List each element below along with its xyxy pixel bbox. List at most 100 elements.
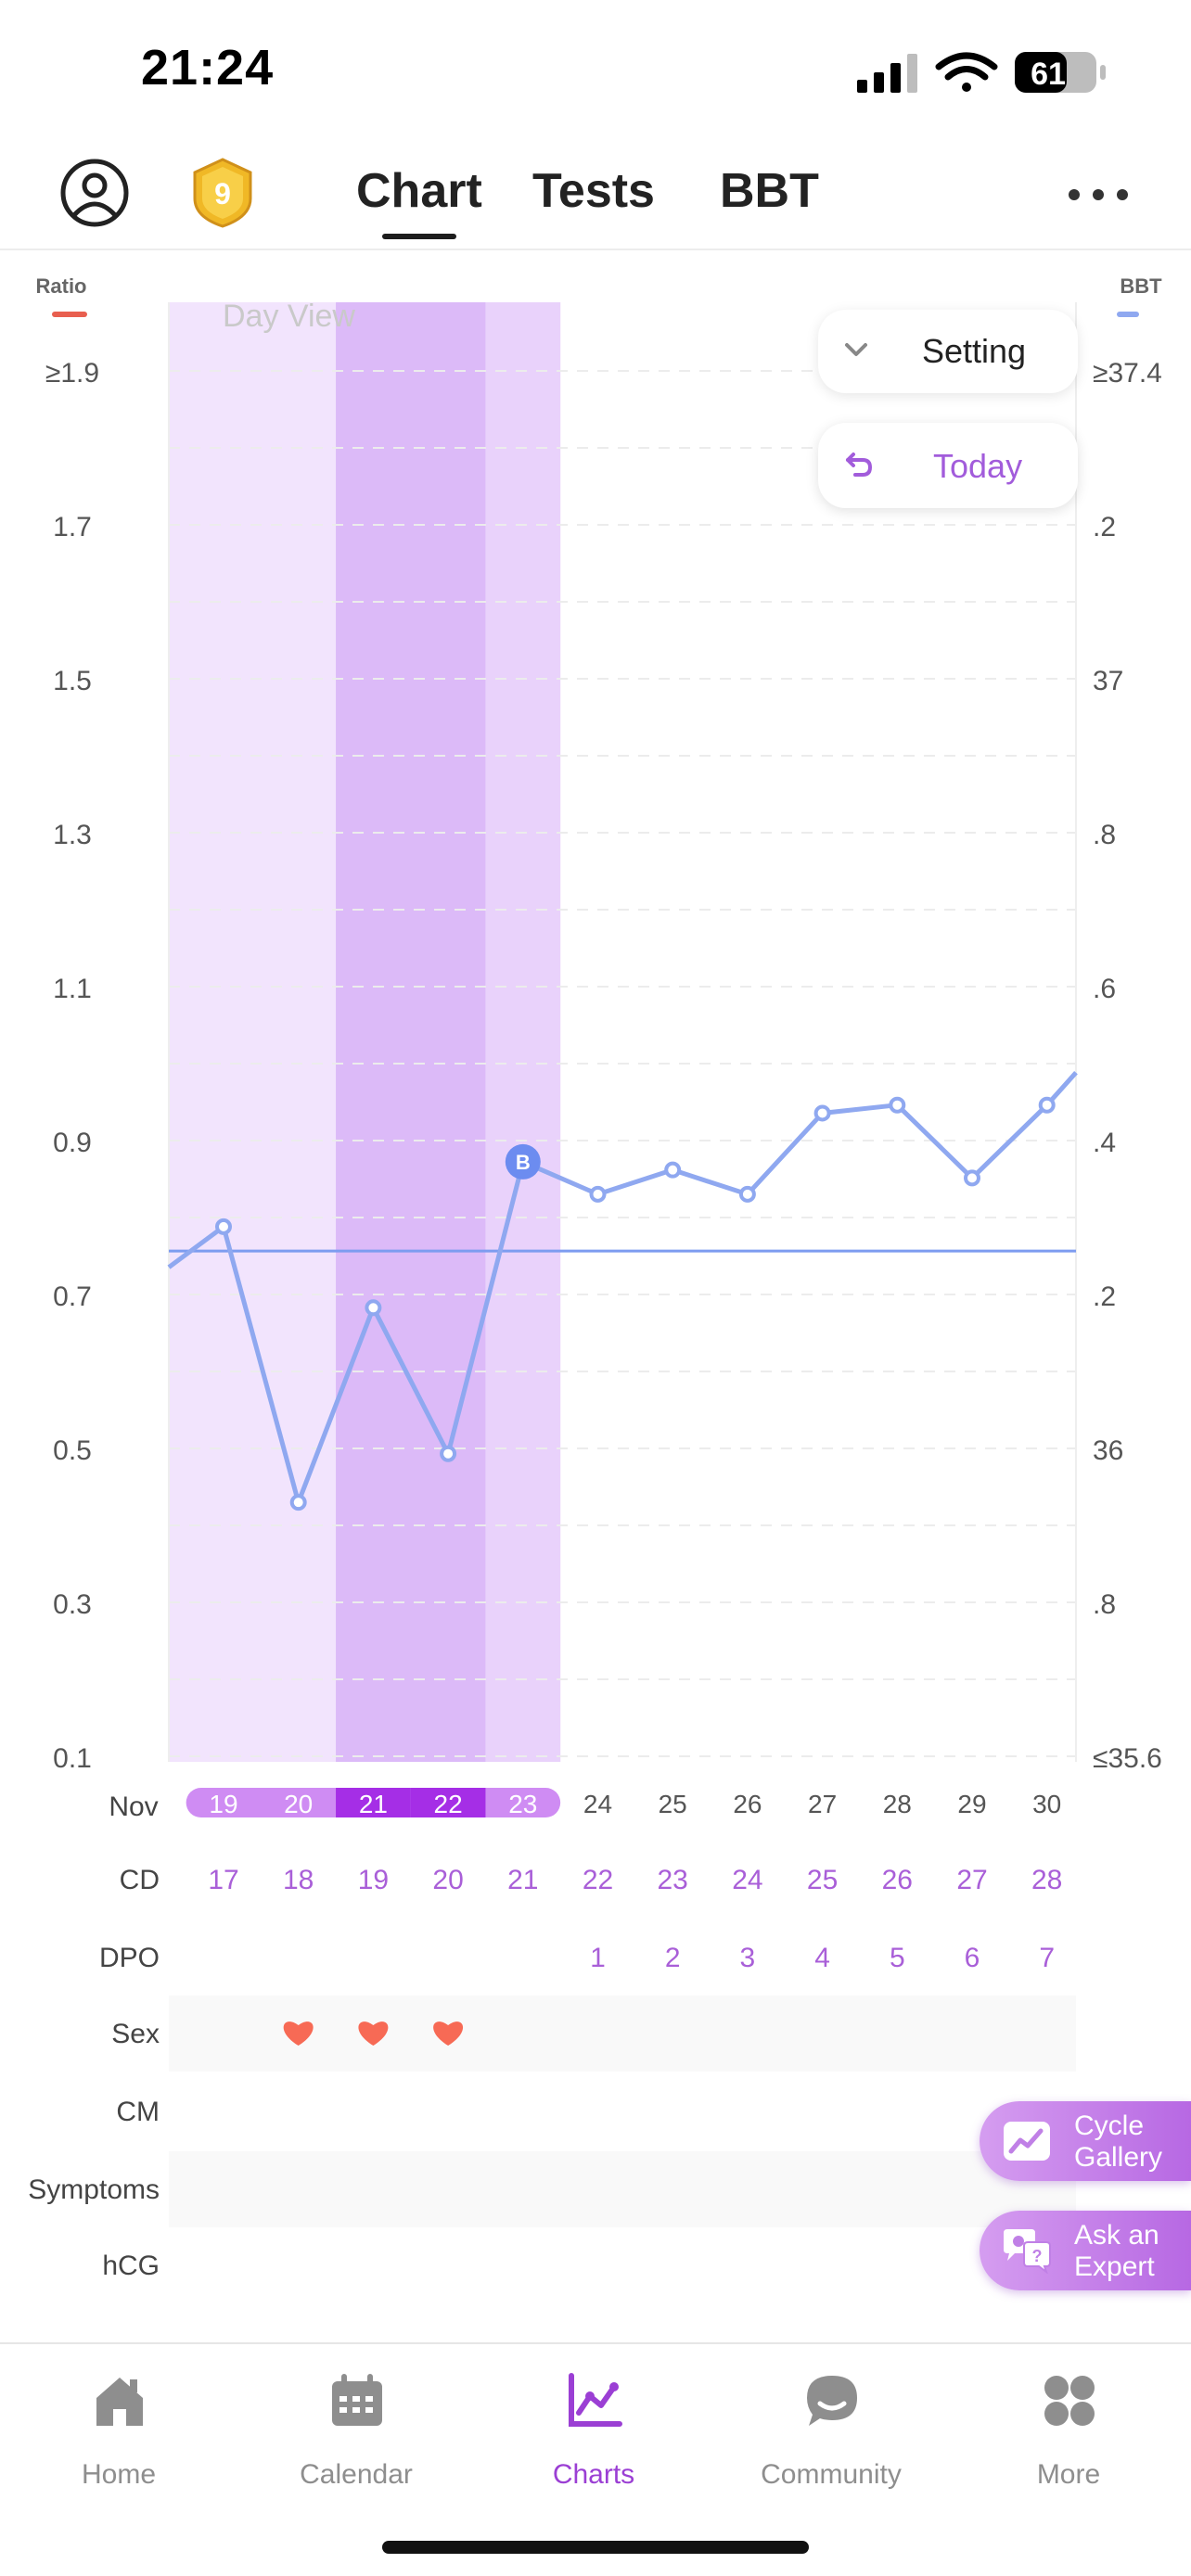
bbt-line [167, 1071, 1078, 1505]
return-arrow-icon [846, 453, 873, 477]
heart-icon[interactable] [283, 2021, 314, 2046]
tab-bar-calendar[interactable]: Calendar [237, 2344, 475, 2530]
day-view-label: Day View [223, 299, 355, 334]
bbt-point[interactable] [889, 1096, 906, 1114]
tab-bar-home-label: Home [81, 2459, 157, 2490]
bbt-point[interactable] [365, 1299, 382, 1317]
tab-bar-calendar-label: Calendar [300, 2459, 413, 2490]
left-tick-label: 1.1 [53, 974, 92, 1004]
tab-bar-home[interactable]: Home [0, 2344, 237, 2530]
dpo-value: 3 [740, 1943, 756, 1973]
left-tick-label: 1.5 [53, 666, 92, 696]
bottom-tab-bar: Home Calendar Charts Community [0, 2342, 1191, 2576]
level-badge-icon[interactable]: 9 [189, 156, 256, 230]
right-tick-label: .2 [1093, 1282, 1116, 1312]
right-tick-label: 37 [1093, 666, 1123, 696]
right-axis-title: BBT [1120, 274, 1162, 298]
tab-chart[interactable]: Chart [356, 164, 482, 239]
cycle-gallery-label: Cycle Gallery [1074, 2111, 1163, 2173]
hcg-row-label: hCG [102, 2251, 160, 2281]
date-label[interactable]: 24 [583, 1790, 612, 1818]
cycle-gallery-button[interactable]: Cycle Gallery [980, 2101, 1191, 2181]
sex-row-background [169, 1996, 1076, 2072]
more-options-icon[interactable] [1067, 187, 1130, 202]
today-label: Today [933, 447, 1023, 485]
profile-icon[interactable] [58, 156, 132, 230]
bbt-point[interactable] [813, 1104, 831, 1122]
date-label[interactable]: 29 [957, 1790, 986, 1818]
date-label[interactable]: 25 [659, 1790, 687, 1818]
dpo-value: 7 [1039, 1943, 1055, 1973]
peak-date-cell [336, 1788, 411, 1817]
left-tick-label: 0.7 [53, 1282, 92, 1312]
fertile-day-band [485, 302, 561, 1762]
bbt-point[interactable] [738, 1185, 756, 1203]
ask-expert-label: Ask an Expert [1074, 2220, 1159, 2282]
right-tick-label: ≥37.4 [1093, 358, 1162, 389]
bbt-point[interactable] [440, 1445, 457, 1462]
bbt-point[interactable] [589, 1185, 607, 1203]
cd-value: 28 [1031, 1865, 1062, 1895]
tab-bbt[interactable]: BBT [720, 164, 819, 218]
right-tick-label: .4 [1093, 1128, 1116, 1158]
today-button[interactable]: Today [818, 423, 1078, 508]
bbt-point[interactable] [289, 1494, 307, 1511]
right-tick-label: ≤35.6 [1093, 1743, 1162, 1774]
right-tick-label: .8 [1093, 820, 1116, 850]
peak-date-cell [410, 1788, 486, 1817]
cm-row-label: CM [116, 2097, 160, 2127]
date-label[interactable]: 22 [434, 1790, 463, 1818]
dpo-value: 4 [814, 1943, 830, 1973]
tab-bar-more[interactable]: More [950, 2344, 1187, 2530]
cd-value: 20 [432, 1865, 463, 1895]
status-bar: 21:24 61 [0, 0, 1191, 139]
tab-bar-more-label: More [1036, 2459, 1101, 2490]
tab-bar-community[interactable]: Community [712, 2344, 950, 2530]
right-tick-label: 36 [1093, 1435, 1123, 1466]
home-indicator [382, 2541, 809, 2554]
dpo-value: 1 [590, 1943, 606, 1973]
top-nav: 9 Chart Tests BBT [0, 139, 1191, 250]
left-axis-title: Ratio [36, 274, 87, 298]
heart-icon[interactable] [433, 2021, 464, 2046]
date-label[interactable]: 27 [808, 1790, 837, 1818]
date-label[interactable]: 26 [733, 1790, 762, 1818]
left-tick-label: 1.3 [53, 820, 92, 850]
more-icon [1044, 2376, 1095, 2426]
date-label[interactable]: 21 [359, 1790, 388, 1818]
cd-value: 19 [358, 1865, 389, 1895]
svg-text:?: ? [1032, 2247, 1043, 2265]
cd-value: 17 [208, 1865, 238, 1895]
cd-row-label: CD [120, 1865, 160, 1895]
left-tick-label: 0.9 [53, 1128, 92, 1158]
bbt-point[interactable] [964, 1169, 980, 1187]
date-label[interactable]: 30 [1032, 1790, 1061, 1818]
tab-bar-community-label: Community [761, 2459, 902, 2490]
bbt-marker-label: B [516, 1151, 531, 1174]
bbt-chart[interactable]: Day View Ratio BBT ≥1.9 1.7 1.5 1.3 1.1 0.9 0.… [0, 250, 1191, 2342]
cd-value: 27 [956, 1865, 987, 1895]
heart-icon[interactable] [358, 2021, 389, 2046]
date-label[interactable]: 28 [883, 1790, 912, 1818]
date-label[interactable]: 23 [508, 1790, 537, 1818]
tab-tests[interactable]: Tests [532, 164, 655, 218]
wifi-icon [935, 52, 998, 92]
left-tick-label: 0.3 [53, 1589, 92, 1620]
cd-value: 25 [807, 1865, 838, 1895]
dpo-value: 5 [890, 1943, 905, 1973]
status-icons: 61 [857, 52, 1106, 93]
tab-bar-charts[interactable]: Charts [475, 2344, 712, 2530]
date-label[interactable]: 20 [284, 1790, 313, 1818]
bbt-point[interactable] [1038, 1096, 1056, 1114]
tab-bar-charts-label: Charts [552, 2459, 635, 2490]
bbt-marker-point[interactable] [505, 1143, 541, 1180]
date-label[interactable]: 19 [209, 1790, 237, 1818]
ask-expert-button[interactable]: ? Ask an Expert [980, 2211, 1191, 2290]
bbt-point[interactable] [215, 1218, 232, 1235]
cd-value: 26 [882, 1865, 913, 1895]
bbt-point[interactable] [664, 1161, 682, 1179]
right-tick-label: .6 [1093, 974, 1116, 1004]
setting-button[interactable]: Setting [818, 310, 1078, 393]
battery-icon: 61 [1015, 52, 1106, 93]
dpo-value: 2 [665, 1943, 681, 1973]
